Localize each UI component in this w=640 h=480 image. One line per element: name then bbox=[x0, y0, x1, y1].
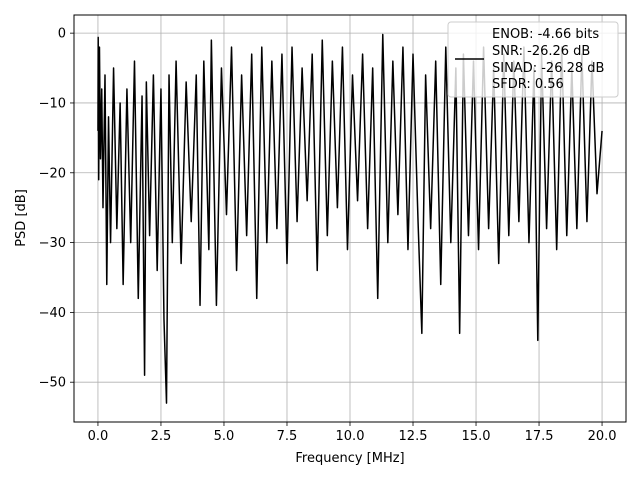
x-tick-label: 10.0 bbox=[336, 429, 365, 444]
x-tick-label: 17.5 bbox=[525, 429, 554, 444]
y-tick-label: −10 bbox=[39, 96, 66, 111]
x-axis-label: Frequency [MHz] bbox=[295, 451, 404, 466]
legend-entry-enob: ENOB: -4.66 bits bbox=[492, 27, 599, 42]
legend: ENOB: -4.66 bits SNR: -26.26 dB SINAD: -… bbox=[447, 21, 619, 98]
x-tick-label: 7.5 bbox=[277, 429, 298, 444]
x-tick-label: 2.5 bbox=[151, 429, 172, 444]
y-tick-label: 0 bbox=[58, 27, 66, 42]
y-tick-label: −20 bbox=[39, 166, 66, 181]
y-tick-label: −40 bbox=[39, 306, 66, 321]
x-tick-label: 12.5 bbox=[399, 429, 428, 444]
x-axis-ticks: 0.0 2.5 5.0 7.5 10.0 12.5 15.0 17.5 20.0 bbox=[88, 422, 617, 444]
y-tick-label: −50 bbox=[39, 376, 66, 391]
legend-entry-sfdr: SFDR: 0.56 bbox=[492, 77, 564, 92]
legend-entry-snr: SNR: -26.26 dB bbox=[492, 44, 590, 59]
plot-area bbox=[97, 33, 603, 404]
y-tick-label: −30 bbox=[39, 236, 66, 251]
y-axis-label: PSD [dB] bbox=[14, 189, 29, 247]
y-axis-ticks: 0 −10 −20 −30 −40 −50 bbox=[39, 27, 74, 391]
x-tick-label: 0.0 bbox=[88, 429, 109, 444]
psd-series-line bbox=[97, 33, 603, 404]
x-tick-label: 5.0 bbox=[214, 429, 235, 444]
x-tick-label: 20.0 bbox=[588, 429, 617, 444]
legend-box bbox=[447, 21, 619, 98]
x-tick-label: 15.0 bbox=[462, 429, 491, 444]
legend-entry-sinad: SINAD: -26.28 dB bbox=[492, 61, 604, 76]
